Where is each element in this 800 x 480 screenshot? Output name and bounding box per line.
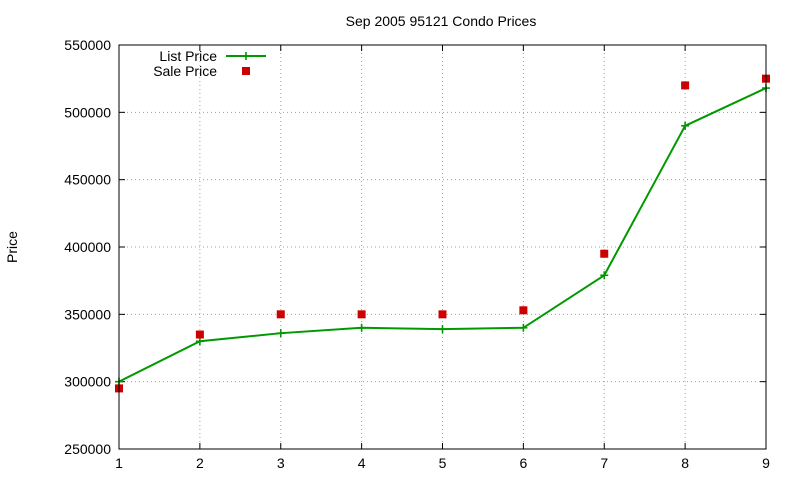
data-point [357,310,366,319]
x-tick-label: 3 [277,455,285,471]
data-point [357,323,366,332]
legend-entry: Sale Price [153,63,250,79]
data-point [195,330,204,339]
data-point [681,121,690,130]
x-tick-label: 5 [439,455,447,471]
grid [119,45,766,449]
x-tick-label: 4 [358,455,366,471]
data-point [681,81,690,90]
plot-frame [118,44,767,450]
y-axis-label: Price [4,231,20,263]
legend-marker [242,67,250,75]
legend-label: Sale Price [153,63,217,79]
y-tick-label: 300000 [64,374,111,390]
data-point [276,310,285,319]
data-point [600,249,609,258]
x-tick-label: 2 [196,455,204,471]
y-tick-label: 350000 [64,306,111,322]
series-0 [115,84,770,386]
x-tick-label: 8 [681,455,689,471]
chart-title: Sep 2005 95121 Condo Prices [346,13,537,29]
y-tick-label: 250000 [64,441,111,457]
data-point [438,310,447,319]
x-tick-label: 6 [519,455,527,471]
ticks: 250000 300000 350000 400000 450000 500000 5500… [64,37,770,471]
x-tick-label: 1 [115,455,123,471]
data-point [438,325,447,334]
legend-entry: List Price [159,48,266,64]
x-tick-label: 7 [600,455,608,471]
x-tick-label: 9 [762,455,770,471]
data-point [600,271,609,280]
y-tick-label: 400000 [64,239,111,255]
data-point [276,329,285,338]
data-point [195,337,204,346]
data-point [519,306,528,315]
data-point [519,323,528,332]
y-tick-label: 450000 [64,172,111,188]
legend-label: List Price [159,48,217,64]
y-tick-label: 550000 [64,37,111,53]
y-tick-label: 500000 [64,104,111,120]
legend-marker [242,52,250,60]
